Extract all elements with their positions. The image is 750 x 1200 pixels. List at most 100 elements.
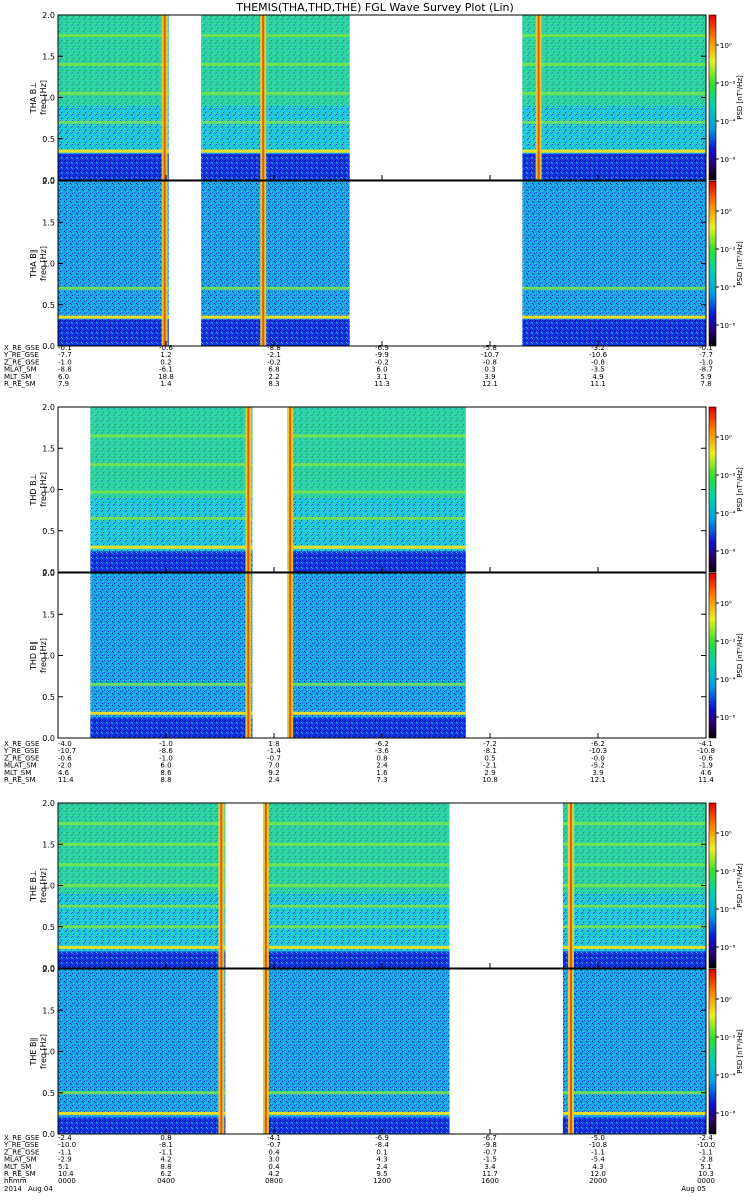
harmonic-line [263,822,450,826]
harmonic-line [201,315,350,319]
orbit-value: -6.2 [375,740,389,748]
orbit-value: -1.0 [159,754,173,762]
bright-column-core [264,969,267,1134]
orbit-value: -4.1 [699,740,713,748]
orbit-value: 4.9 [592,373,603,381]
orbit-value: -1.1 [58,1148,72,1156]
low-frequency-band [562,1117,706,1134]
orbit-value: 0800 [265,1177,283,1185]
low-frequency-band [522,319,706,346]
bright-column-core [262,181,265,346]
colorbar [708,968,717,1135]
colorbar-tick-label: 10⁻⁴ [720,284,736,292]
colorbar-label: PSD [nT²/Hz] [736,633,744,678]
orbit-value: 4.2 [160,1156,171,1164]
orbit-value: 10.3 [698,1170,714,1178]
orbit-value: 8.6 [160,769,172,777]
orbit-row-label: X_RE_GSE [4,740,39,748]
orbit-value: -6.7 [483,1134,497,1142]
colorbar-tick-label: 10⁻⁶ [720,1110,736,1118]
colorbar-tick-label: 10⁻⁶ [720,322,736,330]
spectrogram-block [287,573,466,738]
harmonic-line [58,884,226,887]
colorbar-tick-label: 10⁰ [720,996,732,1004]
orbit-value: -1.1 [159,1148,173,1156]
panel-ylabel: THD B∥ [29,641,38,671]
orbit-value: -7.2 [483,740,497,748]
orbit-value: -8.1 [159,1141,173,1149]
panel-ylabel: THA B⊥ [29,82,38,114]
harmonic-line [522,91,706,95]
harmonic-line [90,545,253,549]
orbit-value: 1.6 [376,769,388,777]
y-tick-label: 1.5 [42,444,55,453]
y-tick-label: 2.0 [42,177,55,186]
spectrogram-upper-band [562,803,706,894]
colorbar-tick-label: 10⁰ [720,42,732,50]
orbit-value: -0.7 [483,1148,497,1156]
panel-units: freq [Hz] [39,1034,48,1069]
orbit-value: -2.4 [699,1134,713,1142]
orbit-value: -1.9 [699,762,713,770]
orbit-value: 11.3 [374,380,390,388]
orbit-value: -0.2 [375,358,389,366]
orbit-value: -9.9 [375,351,389,359]
orbit-value: -4.0 [58,740,72,748]
orbit-value: 12.1 [482,380,498,388]
orbit-value: -0.7 [267,1141,281,1149]
harmonic-line [58,945,226,949]
y-tick-label: 2.0 [42,11,55,20]
colorbar-tick-label: 10⁻⁶ [720,944,736,952]
orbit-value: -10.0 [697,1141,715,1149]
y-tick-label: 0.5 [42,527,55,536]
harmonic-line [201,120,350,124]
orbit-row-label: MLAT_SM [4,366,37,374]
y-tick-label: 2.0 [42,569,55,578]
orbit-row-label: R_RE_SM [4,380,36,388]
spectrogram-upper-band [58,15,169,106]
colorbar-tick-label: 10⁻⁴ [720,1072,736,1080]
y-tick-label: 0.0 [42,568,55,577]
colorbar-tick-label: 10⁻⁴ [720,676,736,684]
harmonic-line [58,149,169,153]
orbit-value: 0000 [697,1177,715,1185]
spectrogram-block [263,969,450,1134]
orbit-value: 11.4 [698,776,714,784]
colorbar-tick-label: 10⁻⁴ [720,510,736,518]
harmonic-line [287,463,466,467]
bright-column-core [537,15,540,180]
orbit-value: -10.0 [58,1141,76,1149]
colorbar-tick-label: 10⁰ [720,600,732,608]
harmonic-line [90,434,253,438]
orbit-value: 0.4 [268,1148,280,1156]
orbit-value: -8.6 [159,747,173,755]
orbit-value: 8.8 [160,1163,171,1171]
low-frequency-band [58,1117,226,1134]
orbit-value: -1.4 [267,747,281,755]
orbit-value: -2.4 [58,1134,72,1142]
start-date-label: Aug 04 [28,1185,53,1193]
harmonic-line [522,120,706,124]
orbit-value: 12.1 [590,776,606,784]
orbit-value: -7.7 [58,351,72,359]
orbit-value: 10.4 [58,1170,74,1178]
orbit-value: 11.7 [482,1170,498,1178]
orbit-value: -2.1 [267,351,281,359]
orbit-value: 1200 [373,1177,391,1185]
colorbar-label: PSD [nT²/Hz] [736,863,744,908]
orbit-value: -1.5 [483,1156,497,1164]
orbit-value: -2.0 [58,762,72,770]
colorbar-label: PSD [nT²/Hz] [736,467,744,512]
orbit-value: -0.7 [267,754,281,762]
harmonic-line [562,904,706,908]
colorbar-tick-label: 10⁻² [720,868,736,876]
orbit-value: -1.0 [58,358,72,366]
orbit-value: 3.9 [592,769,603,777]
harmonic-line [287,545,466,549]
orbit-value: -6.2 [591,740,605,748]
harmonic-line [263,925,450,929]
panel-ylabel: THE B⊥ [29,870,38,902]
orbit-row-label: R_RE_SM [4,776,36,784]
